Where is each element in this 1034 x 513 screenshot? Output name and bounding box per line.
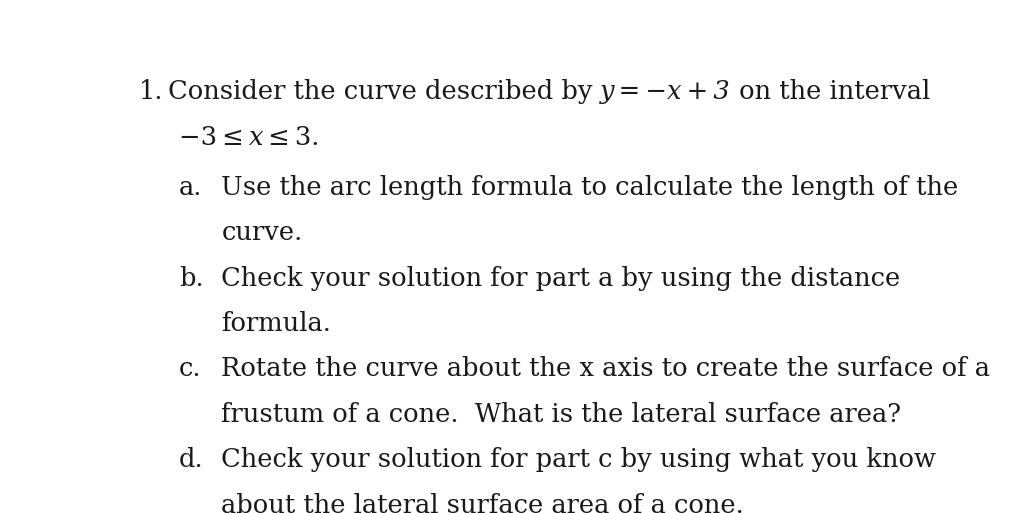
Text: Rotate the curve about the x axis to create the surface of a: Rotate the curve about the x axis to cre… <box>221 357 991 382</box>
Text: c.: c. <box>179 357 202 382</box>
Text: Check your solution for part c by using what you know: Check your solution for part c by using … <box>221 447 937 472</box>
Text: about the lateral surface area of a cone.: about the lateral surface area of a cone… <box>221 492 744 513</box>
Text: 1.: 1. <box>139 80 163 104</box>
Text: ≤ 3.: ≤ 3. <box>264 125 320 150</box>
Text: Check your solution for part a by using the distance: Check your solution for part a by using … <box>221 266 901 290</box>
Text: y = −x + 3: y = −x + 3 <box>601 80 731 104</box>
Text: Consider the curve described by: Consider the curve described by <box>168 80 601 104</box>
Text: on the interval: on the interval <box>731 80 931 104</box>
Text: d.: d. <box>179 447 204 472</box>
Text: Use the arc length formula to calculate the length of the: Use the arc length formula to calculate … <box>221 175 959 200</box>
Text: formula.: formula. <box>221 311 331 336</box>
Text: −3 ≤: −3 ≤ <box>179 125 249 150</box>
Text: b.: b. <box>179 266 204 290</box>
Text: curve.: curve. <box>221 220 303 245</box>
Text: frustum of a cone.  What is the lateral surface area?: frustum of a cone. What is the lateral s… <box>221 402 902 427</box>
Text: a.: a. <box>179 175 203 200</box>
Text: x: x <box>249 125 264 150</box>
